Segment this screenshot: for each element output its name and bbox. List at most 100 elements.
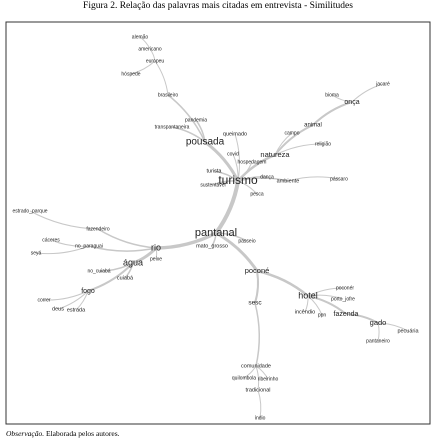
node-label: cuiabá [117,275,134,281]
edge [97,228,157,249]
node-label: estrada [67,307,86,313]
edge [215,231,259,272]
edge [255,365,260,391]
node-label: alemão [132,34,149,40]
node-label: covid [227,151,239,157]
node-label: americano [138,46,162,52]
node-label: pantanal [195,227,237,239]
node-label: passeio [238,238,255,244]
node-label: porto_jofre [331,296,355,302]
edge [29,210,99,230]
edge [274,124,314,156]
node-label: animal [304,123,322,129]
node-label: no_cuiabá [87,268,110,274]
node-label: jacaré [375,81,390,87]
edge [351,83,384,103]
edge [255,365,269,380]
edge [43,290,89,301]
edge [171,126,206,143]
node-label: estrado_parque [12,208,47,214]
edge [307,294,344,300]
edge [154,60,169,96]
node-label: comunidade [241,363,271,369]
frame [5,21,431,425]
edge [377,322,380,342]
footer-text: Elaborada pelos autores. [46,429,120,438]
node-label: queimado [223,131,247,137]
edge [232,153,239,182]
edge [98,262,134,272]
edge [132,246,158,265]
node-label: cáceres [42,237,60,243]
node-label: tradicional [245,387,270,393]
node-label: incêndio [295,309,316,315]
node-label: água [123,257,143,267]
node-label: peixe [150,256,162,262]
edge [149,48,156,62]
node-label: natureza [260,150,290,159]
edge [87,262,134,292]
node-label: pesca [250,191,264,197]
node-label: gado [370,318,387,327]
node-label: pandemia [185,117,207,123]
edge [312,101,353,126]
edge [57,290,89,310]
edge [257,389,262,419]
node-label: rio [151,242,161,252]
node-label: turista [207,168,223,174]
node-label: sesc [248,300,262,307]
edge [256,269,309,297]
edge [254,302,261,367]
node-label: hóspede [121,71,140,77]
footer-label: Observação. [6,429,45,438]
node-label: ppn [318,312,327,318]
edge [214,180,240,235]
edge [88,245,157,252]
edge [243,365,257,379]
edge [237,153,276,182]
edge [212,180,239,186]
figure-title: Figura 2. Relação das palavras mais cita… [83,1,353,11]
edge [35,245,90,255]
node-label: no_paraguai [75,243,103,249]
node-label: pecuária [397,328,419,334]
node-label: hospedagem [238,159,267,165]
node-label: dança [260,174,274,180]
node-label: brasileiro [158,92,179,98]
node-label: fazenda [334,311,359,318]
node-label: hotel [298,290,318,300]
edge [274,143,324,156]
node-label: índio [255,415,266,421]
edge [139,36,151,50]
node-label: sustentável [200,182,225,188]
node-label: onça [344,99,359,106]
edge [377,322,409,332]
edge [237,177,289,182]
edge [307,287,346,297]
node-label: turismo [218,173,258,187]
node-label: bioma [325,92,339,98]
node-label: deus [52,306,64,312]
node-label: quilombola [232,375,256,381]
node-label: transpantaneira [155,124,190,130]
edge [75,290,89,311]
node-label: poconér [336,285,354,291]
node-label: fazendeiro [86,226,110,232]
node-label: ribeirinho [258,376,279,382]
edge [331,94,353,103]
node-label: mato_grosso [196,243,228,249]
node-label: pousada [186,137,225,148]
node-label: fogo [81,288,95,295]
node-label: poconé [245,266,270,275]
node-label: pantaneiro [366,338,390,344]
edge [130,60,156,75]
edge [167,94,206,143]
node-label: seyá [31,250,42,256]
edge [254,270,260,304]
node-label: ambiente [277,178,300,184]
edge [287,176,340,182]
edge [304,295,309,313]
footer: Observação. Elaborada pelos autores. [6,429,120,438]
edge [213,170,239,182]
